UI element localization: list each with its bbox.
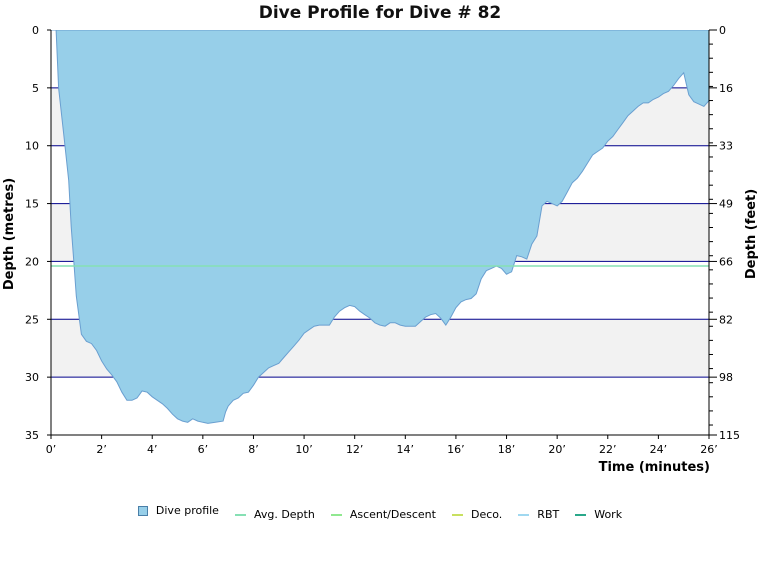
legend-swatch bbox=[451, 513, 463, 516]
x-tick-label: 10’ bbox=[295, 443, 313, 456]
y-tick-labels-left: 0 5 10 15 20 25 30 35 bbox=[25, 24, 39, 442]
plot-axes bbox=[47, 29, 717, 439]
x-tick-labels: 0’ 2’ 4’ 6’ 8’ 10’ 12’ 14’ 16’ 18’ 20’ 22’ 24’ 26’ bbox=[46, 443, 718, 456]
legend-item: Avg. Depth bbox=[234, 508, 315, 521]
legend-label: Avg. Depth bbox=[253, 508, 315, 521]
y-tick-label-right: 49 bbox=[719, 198, 733, 211]
y-axis-title-left: Depth (metres) bbox=[2, 178, 17, 290]
y-tick-label-left: 20 bbox=[25, 255, 39, 268]
x-tick-label: 8’ bbox=[248, 443, 259, 456]
x-tick-label: 0’ bbox=[46, 443, 57, 456]
legend-swatch bbox=[234, 513, 246, 516]
chart-legend: Dive profile Avg. Depth Ascent/Descent Deco… bbox=[0, 504, 760, 521]
y-tick-label-right: 16 bbox=[719, 82, 733, 95]
x-tick-label: 14’ bbox=[397, 443, 415, 456]
plot-series bbox=[51, 30, 709, 424]
chart-title: Dive Profile for Dive # 82 bbox=[259, 3, 502, 23]
y-tick-label-right: 0 bbox=[719, 24, 726, 37]
x-tick-label: 4’ bbox=[147, 443, 158, 456]
legend-label: Ascent/Descent bbox=[349, 508, 436, 521]
legend-swatch bbox=[575, 513, 587, 516]
x-tick-label: 26’ bbox=[700, 443, 718, 456]
y-tick-label-left: 15 bbox=[25, 198, 39, 211]
x-tick-label: 16’ bbox=[447, 443, 465, 456]
legend-item: Ascent/Descent bbox=[330, 508, 436, 521]
y-tick-label-left: 35 bbox=[25, 429, 39, 442]
y-tick-label-right: 66 bbox=[719, 255, 733, 268]
legend-label: Deco. bbox=[470, 508, 503, 521]
x-tick-label: 22’ bbox=[599, 443, 617, 456]
x-tick-label: 18’ bbox=[498, 443, 516, 456]
x-tick-label: 24’ bbox=[650, 443, 668, 456]
legend-swatch bbox=[330, 513, 342, 516]
x-tick-label: 2’ bbox=[96, 443, 107, 456]
y-tick-labels-right: 0 16 33 49 66 82 98 115 bbox=[719, 24, 740, 442]
y-tick-label-left: 10 bbox=[25, 140, 39, 153]
y-tick-label-left: 30 bbox=[25, 371, 39, 384]
x-tick-label: 6’ bbox=[198, 443, 209, 456]
dive-profile-area bbox=[51, 30, 709, 424]
legend-label: Work bbox=[594, 508, 623, 521]
x-tick-label: 20’ bbox=[548, 443, 566, 456]
y-tick-label-right: 115 bbox=[719, 429, 740, 442]
x-tick-label: 12’ bbox=[346, 443, 364, 456]
legend-label: RBT bbox=[537, 508, 560, 521]
y-tick-label-left: 5 bbox=[32, 82, 39, 95]
legend-swatch bbox=[137, 505, 148, 516]
legend-item: Work bbox=[575, 508, 622, 521]
y-tick-label-right: 33 bbox=[719, 140, 733, 153]
dive-profile-chart: Dive Profile for Dive # 82 0’ 2’ 4’ 6’ 8’ 10’… bbox=[2, 3, 759, 475]
y-tick-label-left: 0 bbox=[32, 24, 39, 37]
y-tick-label-left: 25 bbox=[25, 313, 39, 326]
x-axis-title: Time (minutes) bbox=[599, 460, 710, 475]
legend-label: Dive profile bbox=[155, 504, 219, 517]
legend-item: Dive profile bbox=[137, 504, 219, 517]
y-axis-title-right: Depth (feet) bbox=[744, 189, 759, 279]
y-tick-label-right: 82 bbox=[719, 313, 733, 326]
legend-item: Deco. bbox=[451, 508, 503, 521]
y-tick-label-right: 98 bbox=[719, 371, 733, 384]
legend-item: RBT bbox=[518, 508, 559, 521]
legend-swatch bbox=[518, 513, 530, 516]
